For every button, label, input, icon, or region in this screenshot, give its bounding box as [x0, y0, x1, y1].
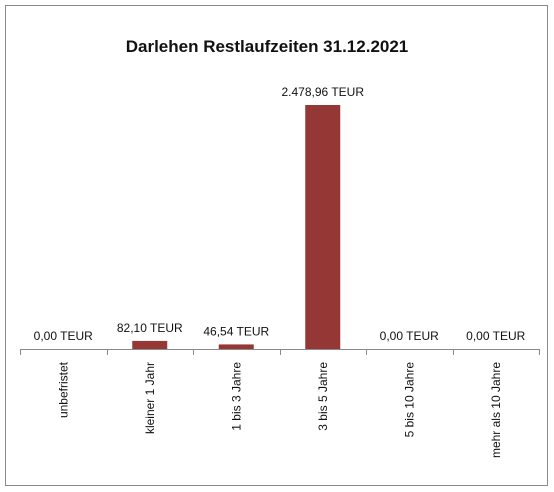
category-label: unbefristet: [56, 361, 70, 418]
bars-group: [132, 105, 341, 349]
category-label: 1 bis 3 Jahre: [229, 362, 243, 431]
data-label: 82,10 TEUR: [117, 321, 183, 335]
data-label: 46,54 TEUR: [203, 324, 269, 338]
bar: [305, 105, 341, 349]
data-label: 0,00 TEUR: [34, 329, 93, 343]
bar: [132, 340, 168, 349]
data-labels-group: 0,00 TEUR 82,10 TEUR 46,54 TEUR 2.478,96 TE…: [34, 85, 526, 343]
category-labels-group: unbefristet kleiner 1 Jahr 1 bis 3 Jahre 3 …: [56, 361, 503, 458]
chart-frame: [5, 5, 548, 486]
data-label: 0,00 TEUR: [466, 329, 525, 343]
category-label: kleiner 1 Jahr: [143, 362, 157, 434]
category-label: mehr als 10 Jahre: [489, 362, 503, 458]
x-axis-ticks: [20, 349, 540, 355]
category-label: 5 bis 10 Jahre: [402, 362, 416, 438]
data-label: 0,00 TEUR: [380, 329, 439, 343]
chart-title: Darlehen Restlaufzeiten 31.12.2021: [126, 37, 409, 56]
data-label: 2.478,96 TEUR: [282, 85, 365, 99]
bar: [218, 344, 254, 349]
category-label: 3 bis 5 Jahre: [316, 362, 330, 431]
